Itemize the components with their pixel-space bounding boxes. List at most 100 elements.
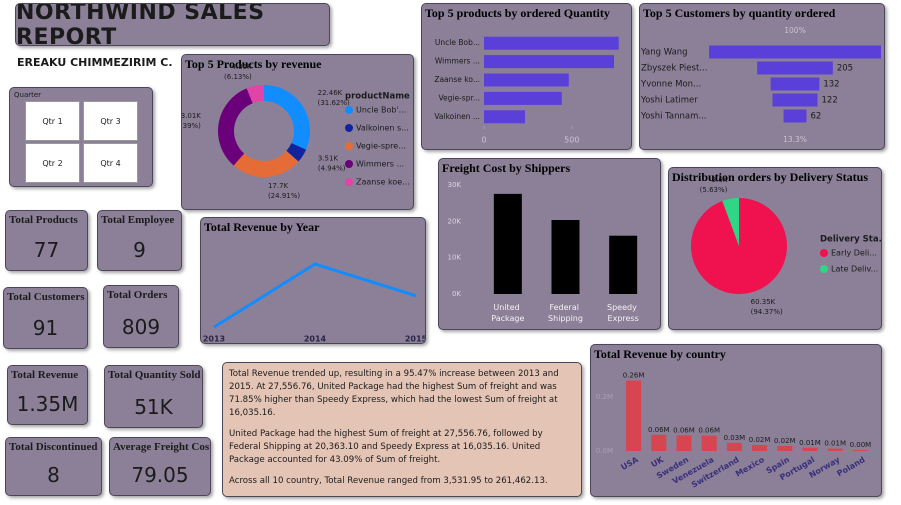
slicer-item[interactable]: Qtr 1 xyxy=(25,101,80,141)
y-tick-label: Vegie-spr... xyxy=(438,93,480,102)
card-value: 1.35M xyxy=(16,392,79,416)
narrative-text: Across all 10 country, Total Revenue ran… xyxy=(229,476,548,486)
chart-title: Top 5 Products by revenue xyxy=(185,57,322,71)
bar xyxy=(626,380,642,451)
x-tick-label: Mexico xyxy=(734,455,766,479)
chart-title: Distribution orders by Delivery Status xyxy=(672,170,868,184)
kpi-card: Total Quantity Sold 51K xyxy=(104,365,203,428)
data-label: 132 xyxy=(823,80,839,90)
data-label: 3.6K xyxy=(712,176,728,184)
legend-swatch xyxy=(345,178,353,186)
card-label: Total Orders xyxy=(107,289,168,301)
narrative-text: Total Revenue trended up, resulting in a… xyxy=(229,369,559,418)
card-value: 8 xyxy=(47,463,60,487)
card-label: Total Customers xyxy=(7,291,85,303)
chart-panel: Top 5 Products by revenue 22.46K (31.62%) 3… xyxy=(181,54,414,210)
legend-label: Uncle Bob'... xyxy=(356,106,406,115)
bar xyxy=(484,110,525,124)
data-label: 17.7K xyxy=(268,182,289,190)
card-value: 9 xyxy=(133,238,146,262)
pie-slice xyxy=(246,85,264,104)
x-tick-label: 2014 xyxy=(304,335,327,344)
data-label: 22.46K xyxy=(318,89,343,97)
card-label: Total Employee xyxy=(101,214,175,226)
pie-slice xyxy=(286,143,307,162)
card-label: Total Products xyxy=(9,214,78,226)
chart: Top 5 products by ordered Quantity 0 500 Un… xyxy=(425,6,619,145)
bar xyxy=(484,91,562,105)
pie-slice xyxy=(233,150,299,178)
chart-panel: Freight Cost by Shippers 0K 10K 20K 30K Unite… xyxy=(438,158,661,330)
bar xyxy=(484,73,569,87)
legend-swatch xyxy=(345,160,353,168)
chart-panel: Top 5 products by ordered Quantity 0 500 Un… xyxy=(421,3,632,150)
chart: Freight Cost by Shippers 0K 10K 20K 30K Unite… xyxy=(442,161,639,323)
chart: Distribution orders by Delivery Status 60… xyxy=(672,170,881,316)
title-box: NORTHWIND SALES REPORT xyxy=(15,3,330,46)
bar xyxy=(651,434,667,451)
percent-label: (5.63%) xyxy=(700,186,728,194)
legend-swatch xyxy=(820,265,828,273)
bar xyxy=(701,435,717,451)
y-tick-label: 0.0M xyxy=(596,447,613,455)
data-label: 0.01M xyxy=(799,439,821,447)
author: EREAKU CHIMMEZIRIM C. xyxy=(17,56,173,69)
card-value: 51K xyxy=(134,395,173,419)
bar xyxy=(726,442,742,451)
legend-label: Zaanse koe... xyxy=(356,178,410,187)
funnel-bar xyxy=(770,77,820,91)
funnel-bar xyxy=(772,93,818,107)
data-label: 23.01K xyxy=(182,112,201,120)
x-tick-label: Speedy Express xyxy=(607,303,639,323)
bar xyxy=(676,435,692,451)
card-value: 809 xyxy=(121,315,161,339)
x-tick-label: United Package xyxy=(491,303,524,323)
card-label: Average Freight Cost xyxy=(113,441,211,453)
pie-slice xyxy=(264,85,310,150)
percent-label: (6.13%) xyxy=(224,73,252,81)
kpi-card: Total Employee 9 xyxy=(97,210,182,271)
data-label: 0.02M xyxy=(749,436,771,444)
y-tick-label: 0.2M xyxy=(596,393,613,401)
bar xyxy=(609,235,638,294)
slicer-item[interactable]: Qtr 2 xyxy=(25,143,80,183)
x-tick-label: 500 xyxy=(564,136,579,145)
funnel-bar xyxy=(783,109,807,123)
x-tick-label: 2013 xyxy=(203,335,225,344)
funnel-top-label: 100% xyxy=(784,26,805,35)
y-tick-label: Wimmers ... xyxy=(435,57,480,66)
card-label: Total Discontinued xyxy=(9,441,98,453)
narrative: Total Revenue trended up, resulting in a… xyxy=(222,362,582,497)
chart-title: Top 5 Customers by quantity ordered xyxy=(643,6,836,20)
percent-label: (32.39%) xyxy=(182,122,201,130)
category-label: Zbyszek Piest... xyxy=(641,64,707,74)
bar xyxy=(484,55,614,69)
pie-slice xyxy=(218,88,253,166)
x-tick-label: 2015 xyxy=(405,335,425,344)
legend-label: Valkoinen s... xyxy=(356,124,409,133)
kpi-card: Total Products 77 xyxy=(5,210,88,271)
data-label: 205 xyxy=(837,64,853,74)
y-tick-label: Zaanse ko... xyxy=(434,75,480,84)
y-tick-label: Valkoinen ... xyxy=(434,112,480,121)
slicer-item[interactable]: Qtr 4 xyxy=(83,143,138,183)
legend-label: Early Deli... xyxy=(831,249,877,258)
chart: Top 5 Products by revenue 22.46K (31.62%) 3… xyxy=(182,57,410,200)
data-label: 0.00M xyxy=(850,441,872,449)
x-tick-label: Poland xyxy=(835,455,867,478)
pie-slice xyxy=(722,198,739,246)
y-tick-label: 20K xyxy=(448,217,462,225)
funnel-bottom-label: 13.3% xyxy=(783,135,807,144)
x-tick-label: Federal Shipping xyxy=(548,303,583,323)
pie-slice xyxy=(690,198,787,294)
y-tick-label: Uncle Bob... xyxy=(435,38,480,47)
chart-title: Total Revenue by country xyxy=(594,347,726,361)
bar xyxy=(551,220,580,294)
data-label: 4.36K xyxy=(232,63,253,71)
kpi-card: Total Revenue 1.35M xyxy=(7,365,88,425)
percent-label: (31.62%) xyxy=(318,99,350,107)
kpi-card: Average Freight Cost 79.05 xyxy=(109,437,211,496)
data-label: 0.06M xyxy=(673,426,695,434)
slicer-item[interactable]: Qtr 3 xyxy=(83,101,138,141)
